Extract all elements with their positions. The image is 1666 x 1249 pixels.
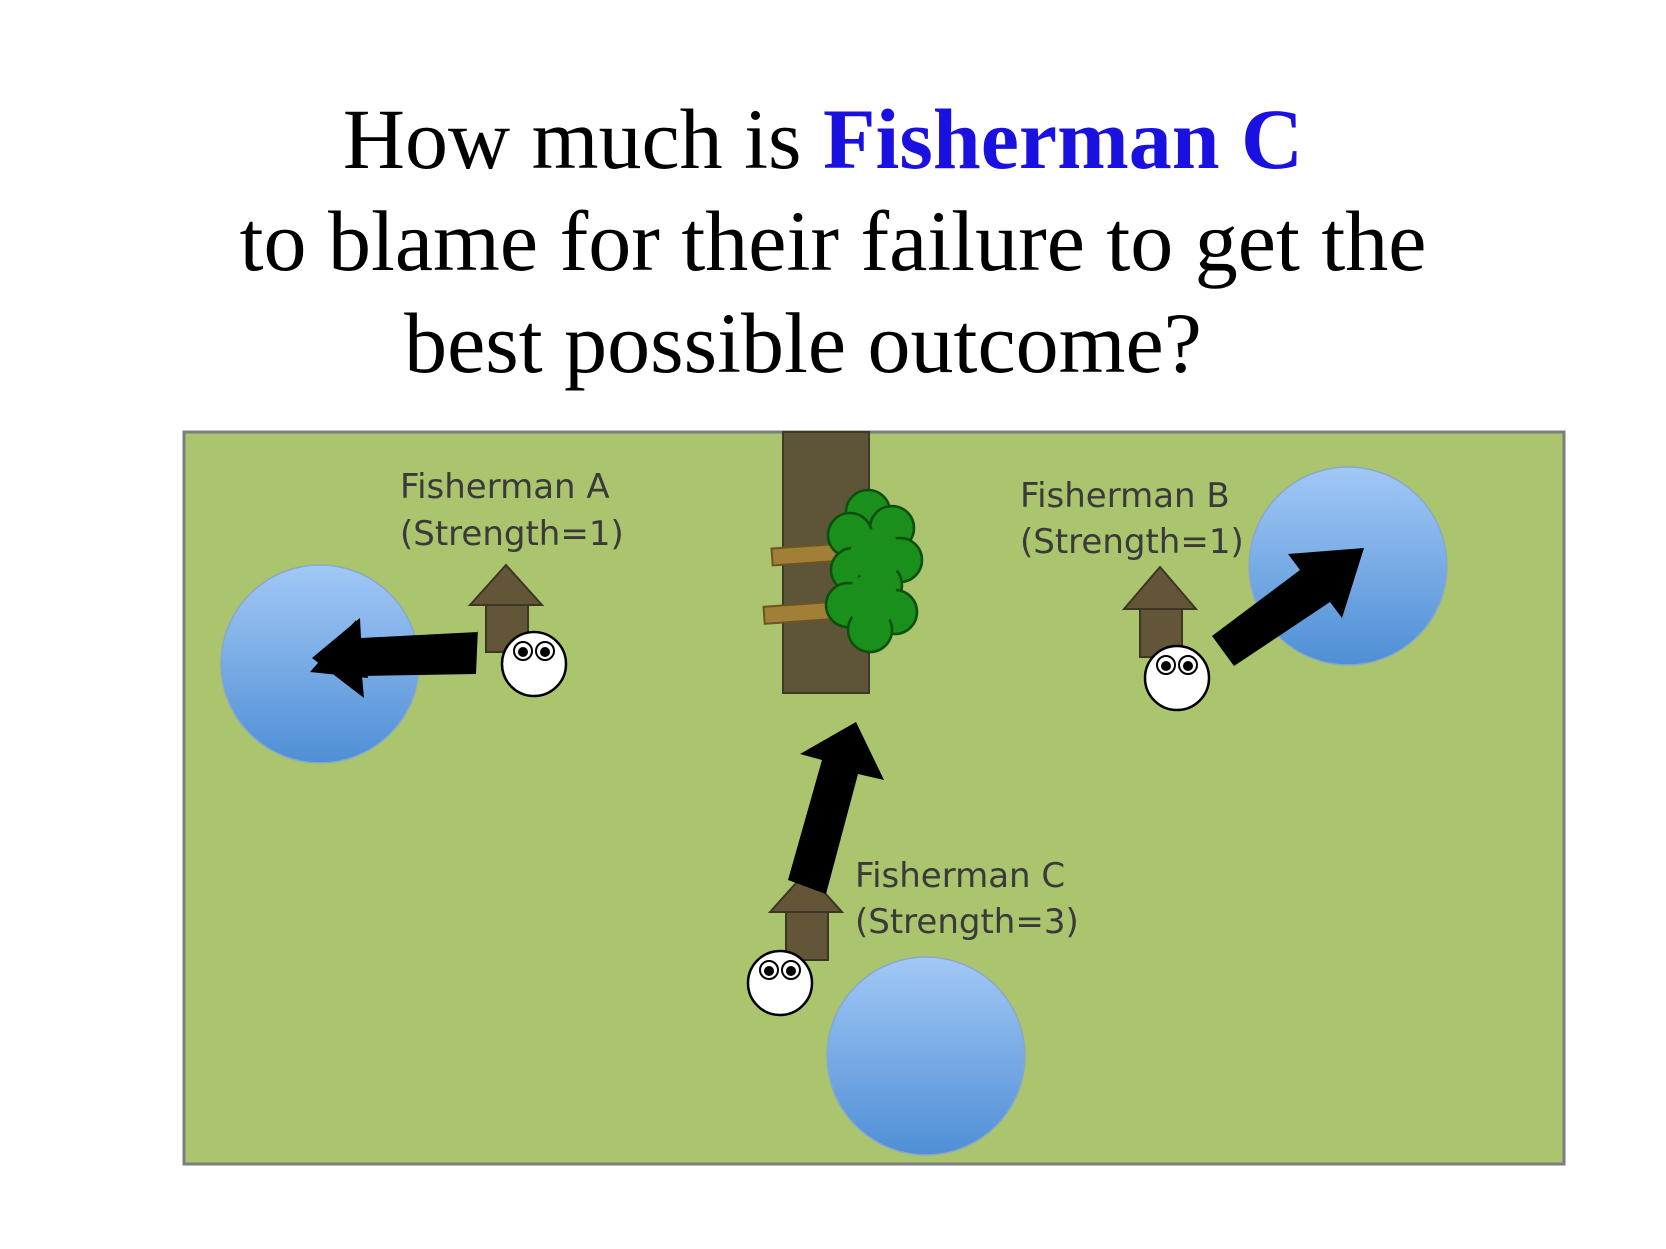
fisherman-c-name: Fisherman C xyxy=(855,856,1065,896)
question-line-1: How much is Fisherman C xyxy=(0,88,1666,190)
fisherman-a-name: Fisherman A xyxy=(400,467,610,507)
question-line-2: to blame for their failure to get the xyxy=(239,193,1427,289)
fisherman-b-strength: (Strength=1) xyxy=(1020,522,1244,562)
fisherman-face-icon xyxy=(746,949,814,1017)
fisherman-a-strength: (Strength=1) xyxy=(400,514,624,554)
tree-leaves xyxy=(824,488,924,654)
tree-obstacle xyxy=(762,431,924,694)
fisherman-c: Fisherman C (Strength=3) xyxy=(746,722,1079,1017)
pond-bottom xyxy=(826,956,1026,1156)
fisherman-face-icon xyxy=(1143,644,1211,712)
fisherman-b-name: Fisherman B xyxy=(1020,476,1230,516)
fisherman-c-strength: (Strength=3) xyxy=(855,902,1079,942)
question-prefix: How much is xyxy=(342,91,823,187)
highlighted-fisherman-name: Fisherman C xyxy=(823,91,1304,187)
house-icon xyxy=(1121,565,1199,658)
fisherman-face-icon xyxy=(500,630,568,698)
fisherman-b: Fisherman B (Strength=1) xyxy=(1020,476,1364,712)
fisherman-a: Fisherman A (Strength=1) xyxy=(310,467,624,698)
arrow-c-to-tree xyxy=(788,722,884,894)
arrow-a-body xyxy=(312,618,478,698)
question-heading: How much is Fisherman C to blame for the… xyxy=(0,88,1666,394)
house-icon xyxy=(467,563,545,653)
question-line-3: best possible outcome? xyxy=(404,295,1202,391)
arrow-b-to-right-pond xyxy=(1212,548,1364,666)
house-icon xyxy=(767,870,845,961)
